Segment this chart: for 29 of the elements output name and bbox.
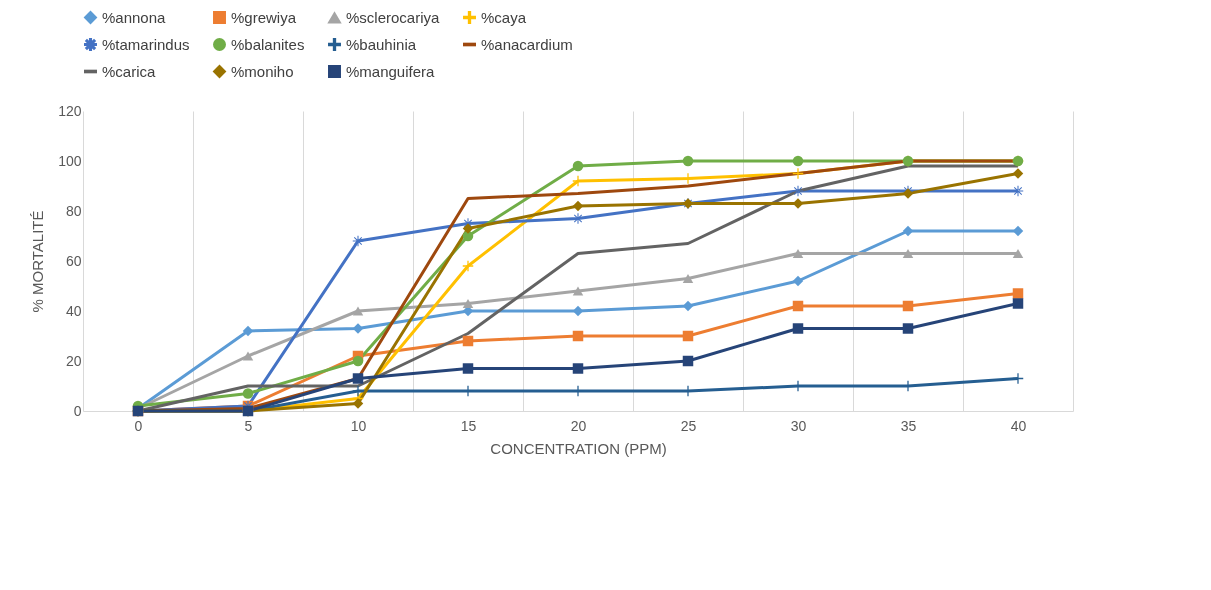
legend-label: %balanites <box>231 35 305 53</box>
y-tick-label: 60 <box>65 252 82 269</box>
x-tick-label: 5 <box>244 417 253 434</box>
x-tick-label: 40 <box>1010 417 1027 434</box>
legend-label: %annona <box>102 8 167 26</box>
x-tick-label: 30 <box>790 417 807 434</box>
y-axis-title: % MORTALITÉ <box>29 210 47 313</box>
legend-label: %manguifera <box>346 62 436 80</box>
x-tick-label: 15 <box>460 417 477 434</box>
x-tick-label: 20 <box>570 417 587 434</box>
legend-label: %moniho <box>231 62 294 80</box>
y-tick-label: 120 <box>58 102 82 119</box>
y-tick-label: 100 <box>58 152 82 169</box>
y-tick-label: 20 <box>65 352 82 369</box>
legend-label: %grewiya <box>231 8 297 26</box>
x-tick-label: 0 <box>134 417 143 434</box>
y-tick-label: 80 <box>65 202 82 219</box>
x-tick-label: 10 <box>350 417 367 434</box>
legend-label: %anacardium <box>481 35 573 53</box>
legend-label: %carica <box>102 62 157 80</box>
x-tick-label: 25 <box>680 417 697 434</box>
legend-label: %caya <box>481 8 527 26</box>
x-axis-title: CONCENTRATION (PPM) <box>490 439 667 457</box>
legend-label: %tamarindus <box>102 35 190 53</box>
x-tick-label: 35 <box>900 417 917 434</box>
legend-label: %bauhinia <box>346 35 417 53</box>
legend-label: %sclerocariya <box>346 8 441 26</box>
y-tick-label: 0 <box>73 402 82 419</box>
y-tick-label: 40 <box>65 302 82 319</box>
